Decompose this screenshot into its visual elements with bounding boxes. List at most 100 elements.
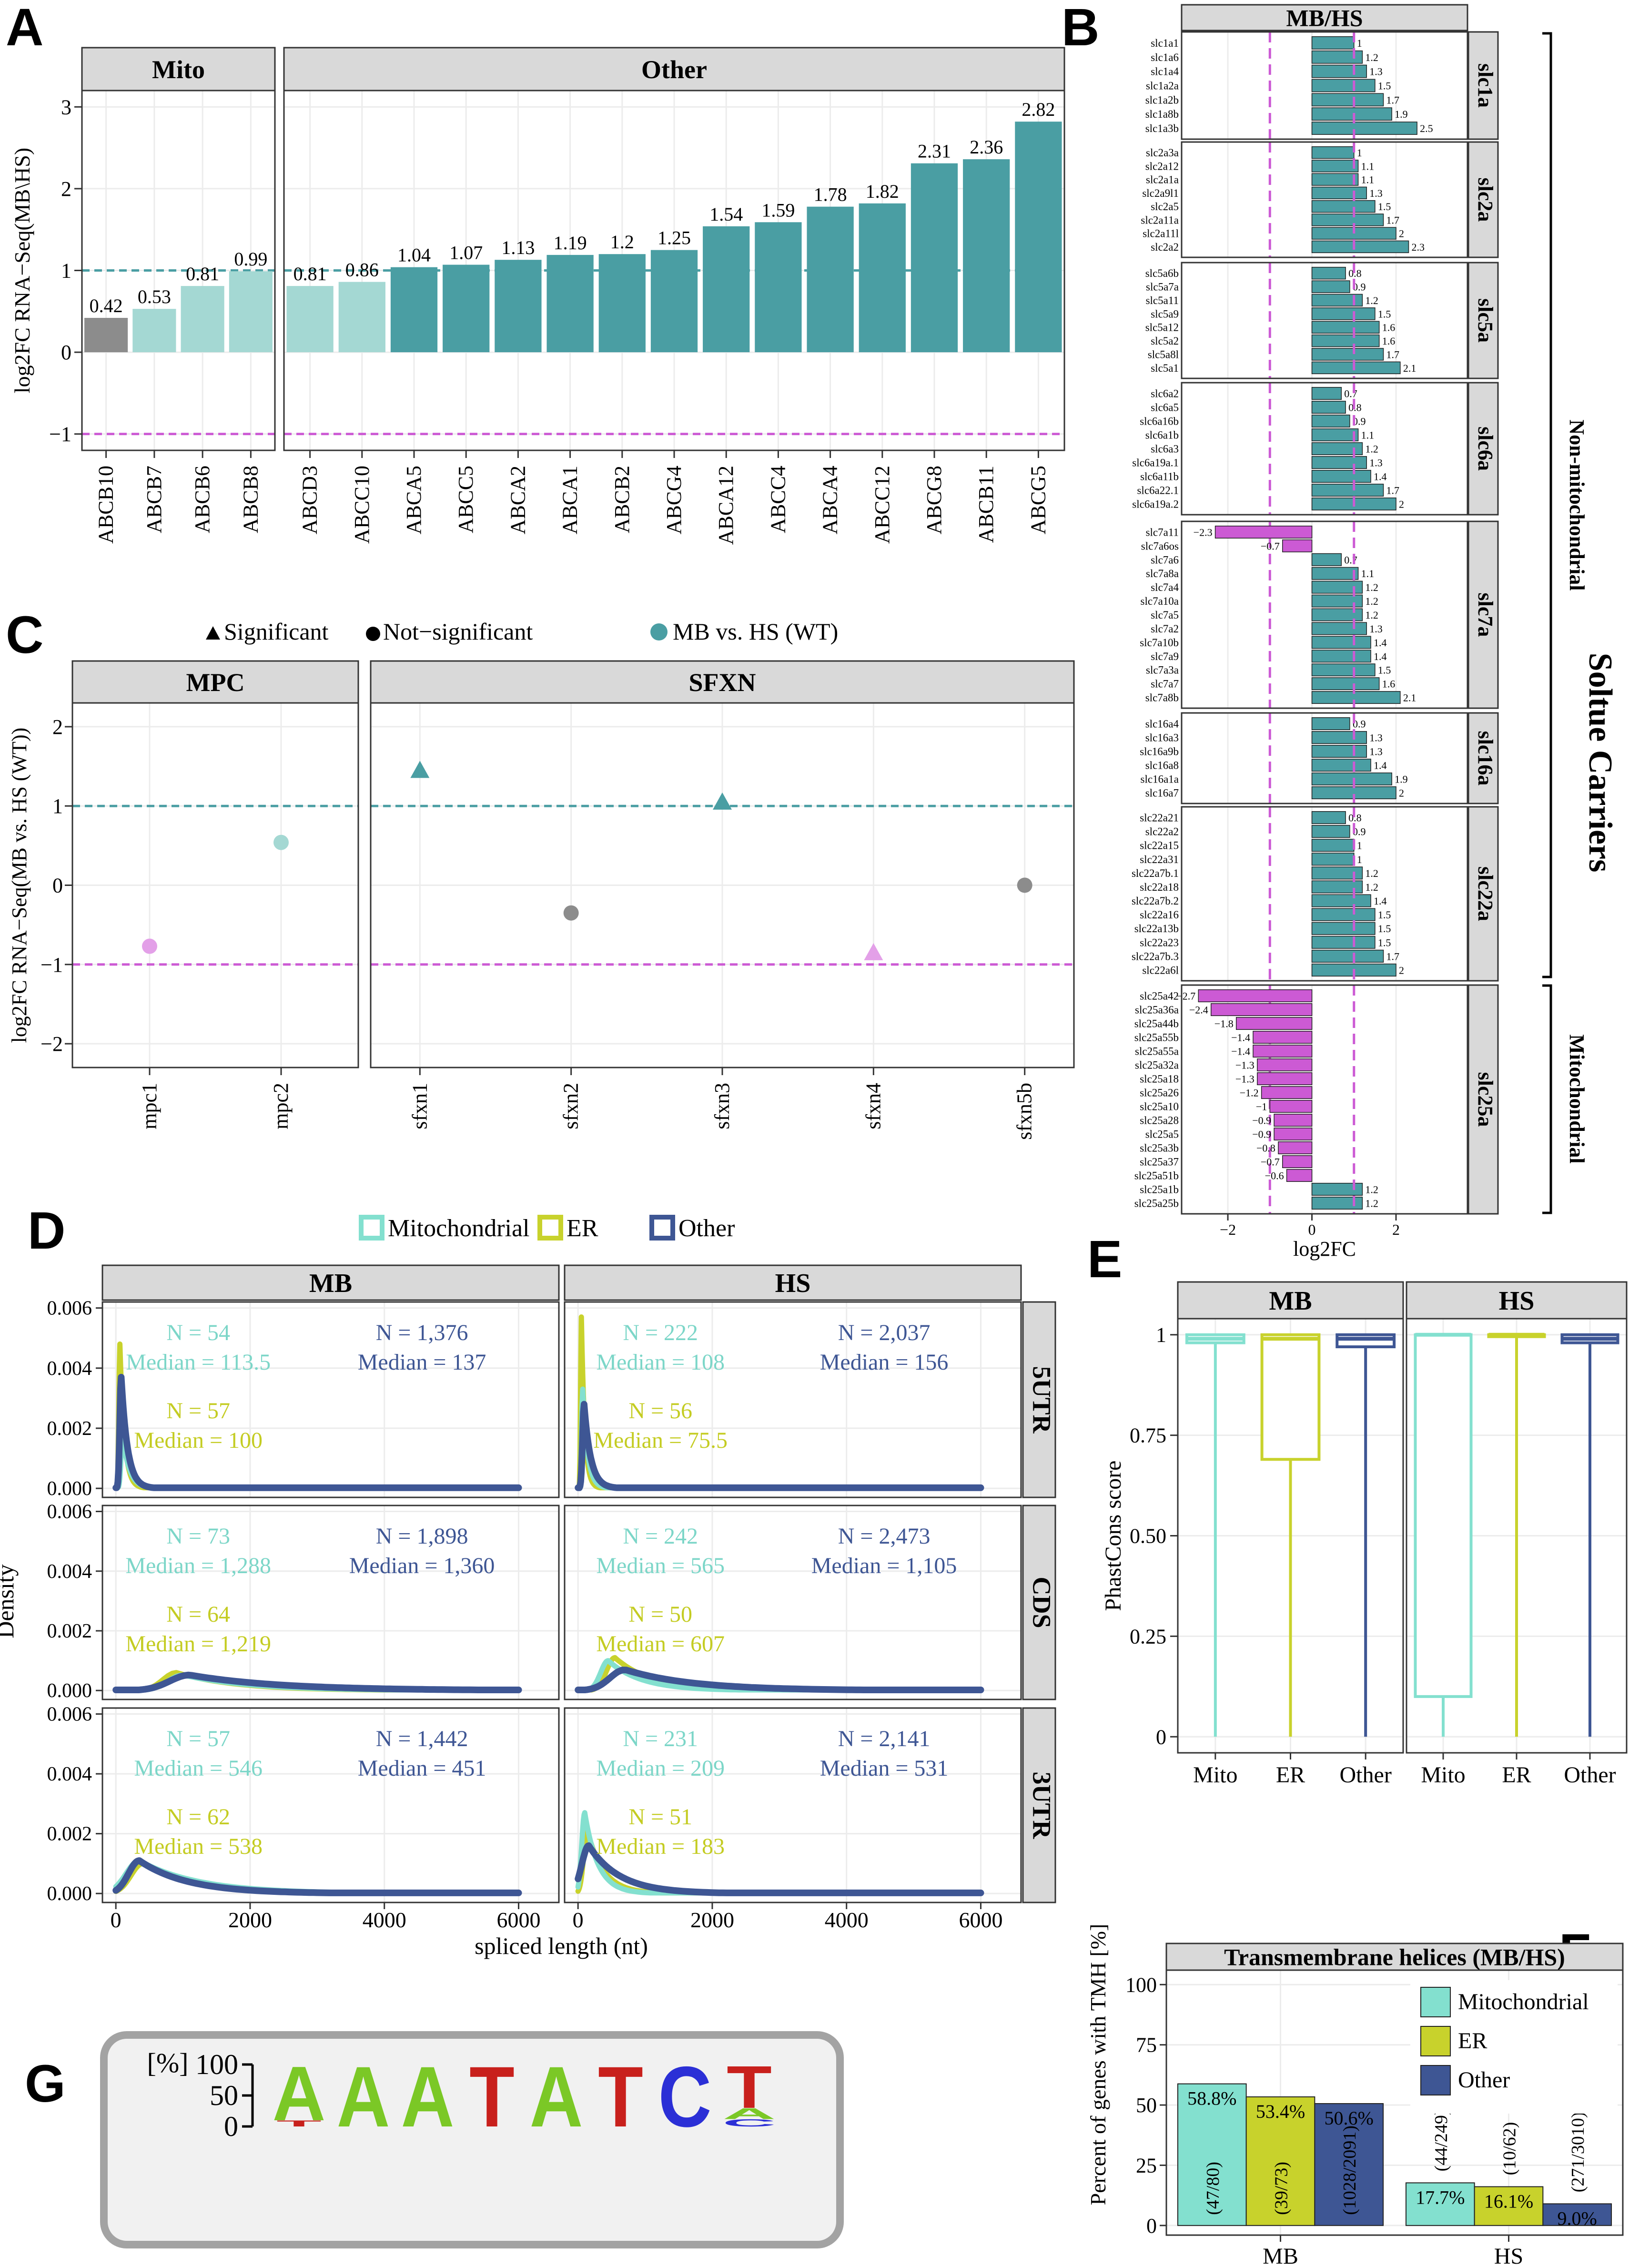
- y-tick-label: 2: [52, 715, 63, 739]
- bar-value-label: 1.2: [1365, 443, 1378, 455]
- bar: [1311, 321, 1380, 334]
- bar-value-label: 1.54: [709, 203, 743, 225]
- bar: [1311, 186, 1367, 200]
- logo-letter: A: [530, 2049, 583, 2145]
- bar: [1311, 949, 1384, 963]
- panel-border: [1177, 1318, 1404, 1754]
- facet-strip: [1467, 520, 1499, 709]
- bar-value-label: 1.2: [1365, 1184, 1378, 1196]
- bar: [703, 226, 750, 353]
- y-tick-label: 0: [52, 874, 63, 897]
- bar: [650, 250, 698, 353]
- y-tick-label: 0.006: [47, 1704, 92, 1726]
- bar: [755, 222, 802, 353]
- panel-border: [1406, 1318, 1628, 1754]
- stat-median-other: Median = 451: [358, 1756, 486, 1781]
- y-axis-title: log2FC RNA−Seq(MB\HS): [10, 148, 34, 393]
- bar-value-label: 1.07: [449, 242, 483, 263]
- bar: [1286, 1169, 1313, 1182]
- panel-border: [101, 1707, 560, 1903]
- x-tick-label: ABCB11: [974, 466, 998, 543]
- data-point-circle: [1017, 877, 1032, 893]
- bar: [1311, 731, 1367, 744]
- bar: [1311, 386, 1342, 400]
- bar: [1311, 483, 1384, 497]
- panel-border: [1181, 141, 1468, 258]
- stat-n-other: N = 1,442: [376, 1726, 468, 1751]
- y-tick-label: slc22a6l: [1142, 964, 1179, 976]
- y-tick-label: slc22a16: [1140, 909, 1179, 921]
- bar: [495, 260, 542, 353]
- x-tick-label: ABCB10: [94, 466, 118, 544]
- y-tick-label: slc7a6: [1151, 554, 1179, 566]
- y-tick-label: slc7a6os: [1141, 540, 1179, 552]
- bar: [1245, 2096, 1315, 2226]
- x-tick-label: ABCA5: [402, 466, 425, 534]
- bar: [1311, 839, 1355, 852]
- y-tick-label: slc1a2b: [1145, 94, 1179, 106]
- y-tick-label: slc7a8a: [1146, 568, 1179, 580]
- legend-key-circle: [366, 627, 380, 641]
- bar: [1015, 122, 1062, 353]
- y-axis-title: Percent of genes with TMH [%]: [1086, 1924, 1110, 2206]
- x-tick-label: ABCB8: [239, 466, 262, 533]
- panel-border: [71, 702, 359, 1068]
- y-tick-label: slc25a36a: [1135, 1004, 1179, 1016]
- legend-label: ER: [567, 1215, 598, 1242]
- legend-key-triangle: [206, 626, 220, 640]
- panel-border: [101, 1301, 560, 1498]
- bar-value-label: −1.4: [1231, 1032, 1250, 1044]
- bar: [1474, 2186, 1544, 2226]
- y-tick-label: 50: [1136, 2094, 1157, 2117]
- x-tick-label: ABCA4: [819, 466, 842, 534]
- legend-key: [1420, 2065, 1451, 2095]
- stat-median-other: Median = 531: [820, 1756, 949, 1781]
- panel-border: [370, 702, 1075, 1068]
- bar-value-label: 1.2: [1365, 881, 1378, 893]
- bar-value-label: 2: [1399, 964, 1404, 976]
- logo-letter: A: [273, 2050, 326, 2137]
- stat-median-mito: Median = 113.5: [126, 1350, 271, 1375]
- legend-label: Mitochondrial: [1458, 1989, 1589, 2014]
- x-tick-label: ABCB2: [610, 466, 634, 533]
- y-tick-label: slc6a2: [1151, 388, 1179, 400]
- y-tick-label: 0: [1156, 1725, 1166, 1749]
- panel-e-chart: PhastCons score 0 0.25 0.50 0.75 1 MB Mito ER Oth…: [1101, 1281, 1628, 1788]
- x-tick-label: sfxn5b: [1013, 1083, 1036, 1140]
- bar: [1269, 1099, 1313, 1113]
- panel-border: [564, 1707, 1022, 1903]
- stat-n-er: N = 56: [628, 1398, 692, 1424]
- y-tick-label: slc2a11a: [1141, 214, 1179, 226]
- stat-median-other: Median = 1,105: [811, 1553, 957, 1578]
- legend-label: Significant: [224, 618, 329, 645]
- bar-value-label: 1.3: [1369, 187, 1383, 199]
- y-tick-label: 0.002: [47, 1823, 92, 1845]
- facet-strip: [1467, 984, 1499, 1215]
- facet-strip: [1022, 1301, 1056, 1498]
- x-tick-label: HS: [1494, 2244, 1523, 2268]
- bar: [1311, 36, 1355, 50]
- y-tick-label: slc22a7b.2: [1132, 895, 1179, 907]
- bar-value-label: −2.4: [1189, 1004, 1208, 1016]
- stat-n-mito: N = 222: [623, 1320, 698, 1345]
- facet-strip-label: CDS: [1028, 1576, 1056, 1628]
- group-title: Soltue Carriers: [1582, 653, 1619, 873]
- bar: [1311, 64, 1367, 78]
- facet-strip: [71, 660, 359, 704]
- y-tick-label: slc1a3b: [1145, 122, 1179, 134]
- y-tick-label: slc16a9b: [1140, 746, 1179, 758]
- bar-value-label: 1.04: [397, 244, 431, 266]
- bar-value-label: −1.4: [1231, 1046, 1250, 1058]
- bar-value-label: −1.2: [1240, 1087, 1259, 1099]
- bar-value-label: 50.6%: [1325, 2107, 1374, 2129]
- bar: [1257, 1058, 1313, 1072]
- y-tick-label: slc25a10: [1140, 1101, 1179, 1113]
- bar-value-label: 1.59: [761, 199, 795, 221]
- density-curve-other: [575, 1842, 984, 1896]
- x-tick-label: sfxn1: [408, 1083, 431, 1129]
- bar: [1311, 908, 1376, 921]
- panel-letter-d: D: [28, 1201, 65, 1260]
- bar-value-label: 1.4: [1374, 471, 1387, 483]
- bar: [1311, 456, 1367, 469]
